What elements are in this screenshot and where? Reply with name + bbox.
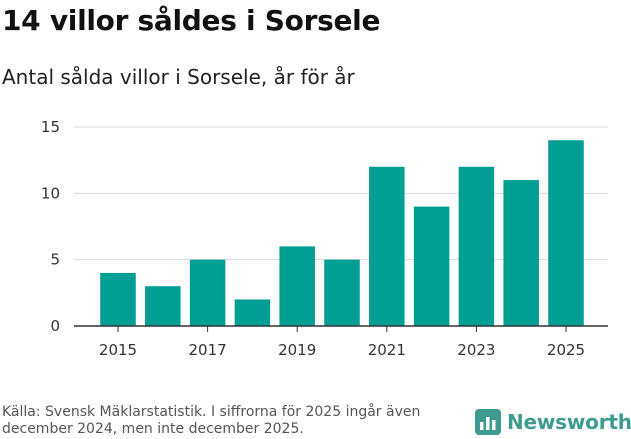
- bar-chart-icon: [475, 409, 501, 435]
- source-note: Källa: Svensk Mäklarstatistik. I siffror…: [2, 404, 421, 437]
- bar-2015: [100, 272, 136, 326]
- chart-subtitle: Antal sålda villor i Sorsele, år för år: [2, 65, 355, 89]
- y-axis-labels: 0 5 10 15: [41, 118, 60, 335]
- bar-2018: [234, 299, 271, 326]
- x-tick-label-2017: 2017: [189, 341, 227, 359]
- x-tick-label-2023: 2023: [457, 341, 495, 359]
- x-tick-label-2025: 2025: [547, 341, 585, 359]
- bar-2017: [189, 259, 226, 326]
- bar-2024: [503, 180, 539, 326]
- y-tick-label-10: 10: [41, 184, 60, 202]
- bar-2016: [145, 286, 181, 326]
- chart-title: 14 villor såldes i Sorsele: [2, 4, 381, 37]
- x-tick-label-2015: 2015: [99, 341, 137, 359]
- bar-chart: 0 5 10 15 2015 2017 2019 2021 2023 2025: [41, 118, 608, 359]
- y-tick-label-5: 5: [50, 251, 60, 269]
- bar-2023: [458, 166, 495, 326]
- bar-2025: [548, 140, 584, 326]
- x-tick-label-2021: 2021: [368, 341, 406, 359]
- brand-logo: Newsworthy: [475, 407, 631, 437]
- y-tick-label-0: 0: [50, 317, 60, 335]
- bar-2022: [413, 206, 450, 326]
- x-axis-ticks: 2015 2017 2019 2021 2023 2025: [99, 326, 585, 359]
- brand-name: Newsworthy: [507, 410, 631, 434]
- x-tick-label-2019: 2019: [278, 341, 316, 359]
- bar-2019: [279, 246, 315, 326]
- y-tick-label-15: 15: [41, 118, 60, 136]
- bars: [100, 140, 584, 326]
- bar-2020: [324, 259, 360, 326]
- bar-2021: [369, 166, 405, 326]
